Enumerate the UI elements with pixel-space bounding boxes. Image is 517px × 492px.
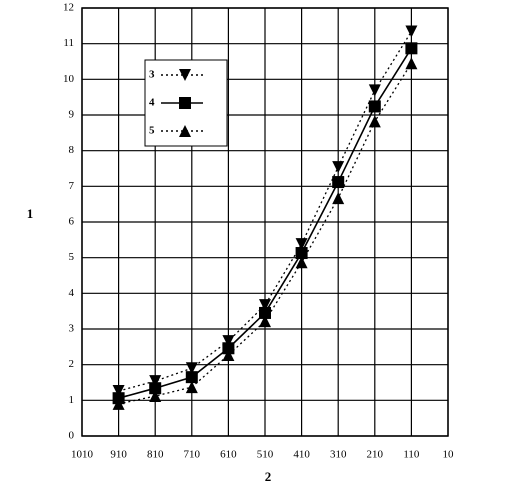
marker (295, 238, 308, 251)
x-tick-label: 410 (293, 449, 310, 461)
legend-marker (179, 125, 191, 137)
x-tick-label: 510 (257, 449, 274, 461)
x-tick-label: 10 (443, 449, 455, 461)
legend-label: 3 (149, 69, 155, 81)
y-tick-label: 12 (63, 2, 74, 14)
marker (149, 375, 162, 388)
marker (185, 371, 198, 384)
y-tick-label: 8 (69, 144, 75, 156)
x-tick-label: 1010 (71, 449, 94, 461)
marker (222, 335, 235, 348)
marker (295, 247, 308, 260)
y-tick-label: 1 (69, 394, 75, 406)
marker (222, 349, 235, 362)
y-tick-label: 7 (69, 180, 75, 192)
y-tick-label: 5 (69, 251, 75, 263)
marker (332, 161, 345, 174)
marker (405, 25, 418, 38)
legend-label: 4 (149, 97, 155, 109)
y-tick-label: 3 (69, 323, 75, 335)
x-tick-label: 610 (220, 449, 237, 461)
marker (149, 382, 162, 395)
marker (259, 315, 271, 328)
marker (368, 100, 381, 113)
x-tick-label: 810 (147, 449, 164, 461)
marker (222, 342, 235, 355)
y-tick-label: 11 (63, 37, 74, 49)
y-tick-label: 9 (69, 109, 75, 121)
plot-frame (81, 7, 449, 437)
marker (149, 390, 162, 403)
legend-label: 5 (149, 125, 155, 137)
marker (332, 176, 345, 189)
marker (295, 256, 308, 269)
x-tick-label: 210 (367, 449, 384, 461)
marker (368, 115, 381, 128)
marker (405, 42, 418, 55)
marker (259, 299, 271, 312)
marker (112, 397, 125, 410)
legend-marker (179, 97, 191, 109)
x-tick-label: 310 (330, 449, 347, 461)
marker (185, 362, 198, 375)
y-tick-label: 6 (69, 216, 75, 228)
y-axis-label: 1 (27, 206, 34, 221)
marker (185, 381, 198, 394)
y-tick-label: 4 (69, 287, 75, 299)
x-tick-label: 910 (110, 449, 127, 461)
x-axis-label: 2 (265, 469, 272, 484)
marker (405, 57, 418, 70)
marker (368, 84, 381, 97)
x-tick-label: 110 (403, 449, 420, 461)
x-tick-label: 710 (184, 449, 201, 461)
marker (259, 306, 271, 319)
y-tick-label: 0 (69, 430, 75, 442)
series-line (118, 31, 412, 392)
marker (332, 192, 345, 205)
marker (112, 385, 125, 398)
y-tick-label: 10 (63, 73, 75, 85)
legend-marker (179, 69, 191, 81)
y-tick-label: 2 (69, 358, 75, 370)
